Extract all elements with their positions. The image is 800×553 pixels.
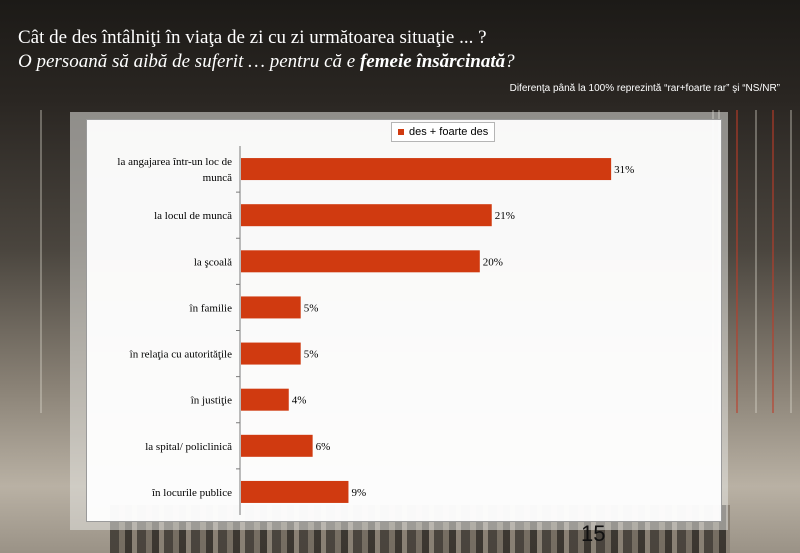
legend-swatch — [398, 129, 404, 135]
category-label: la şcoală — [194, 256, 232, 268]
bar — [241, 204, 492, 227]
category-label: la spital/ policlinică — [145, 441, 232, 453]
chart-area — [86, 119, 722, 522]
category-label: în justiţie — [190, 395, 232, 407]
background-stripe — [755, 110, 757, 413]
title-line-2: O persoană să aibă de suferit … pentru c… — [18, 50, 515, 74]
bar-value-label: 5% — [304, 302, 319, 314]
bar-value-label: 6% — [316, 441, 331, 453]
category-label: muncă — [203, 172, 232, 184]
category-label: în relaţia cu autorităţile — [129, 349, 232, 361]
bar — [241, 388, 289, 411]
slide-title: Cât de des întâlniţi în viaţa de zi cu z… — [18, 26, 515, 74]
bar — [241, 342, 301, 365]
bar-value-label: 4% — [292, 395, 307, 407]
bar-value-label: 9% — [351, 487, 366, 499]
title-line-2-text: O persoană să aibă de suferit … pentru c… — [18, 51, 360, 72]
footnote: Diferenţa până la 100% reprezintă “rar+f… — [509, 83, 780, 94]
bar — [241, 434, 313, 457]
title-line-1: Cât de des întâlniţi în viaţa de zi cu z… — [18, 27, 487, 48]
bar-value-label: 31% — [614, 164, 634, 176]
category-label: la angajarea într-un loc de — [117, 156, 232, 168]
category-label: în familie — [189, 302, 233, 314]
bar-value-label: 5% — [304, 349, 319, 361]
background-stripe — [772, 110, 774, 413]
category-label: în locurile publice — [151, 487, 232, 499]
bar-value-label: 21% — [495, 210, 515, 222]
title-line-2-end: ? — [505, 51, 515, 72]
chart-legend: des + foarte des — [391, 122, 496, 142]
bar-value-label: 20% — [483, 256, 503, 268]
bar — [241, 480, 349, 503]
background-stripe — [40, 110, 42, 413]
category-label: la locul de muncă — [154, 210, 232, 222]
bar — [241, 296, 301, 319]
background-stripe — [790, 110, 792, 413]
bar — [241, 158, 612, 181]
page-number: 15 — [581, 521, 606, 546]
bar — [241, 250, 480, 273]
legend-label: des + foarte des — [409, 126, 489, 138]
background-stripe — [736, 110, 738, 413]
title-line-2-emphasis: femeie însărcinată — [359, 51, 506, 72]
